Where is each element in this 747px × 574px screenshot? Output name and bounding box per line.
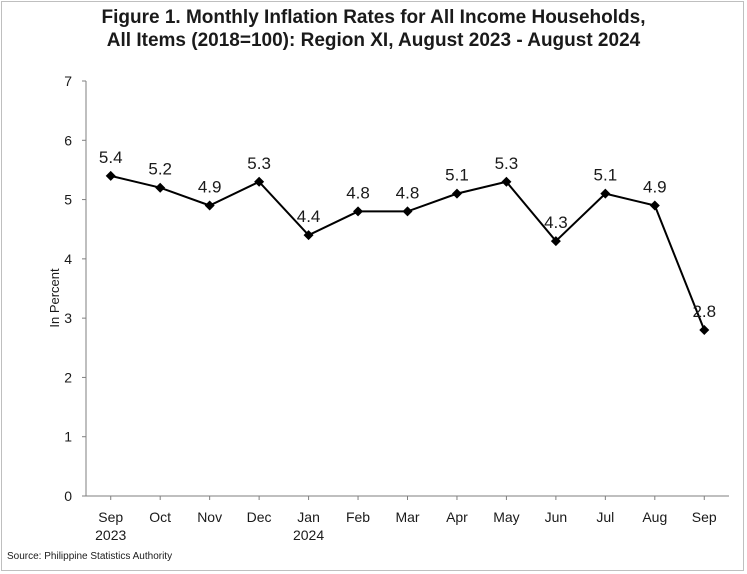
x-tick-label: Sep — [692, 509, 717, 525]
x-tick-label: Mar — [395, 509, 419, 525]
data-label: 5.1 — [445, 166, 469, 185]
y-tick-label: 2 — [64, 369, 72, 385]
chart-axes — [82, 80, 729, 500]
data-point — [649, 200, 660, 211]
data-point — [204, 200, 215, 211]
x-tick-label: Dec — [247, 509, 272, 525]
data-point — [501, 176, 512, 187]
data-label: 5.3 — [495, 154, 519, 173]
data-label: 5.3 — [247, 154, 271, 173]
data-label: 5.1 — [594, 166, 618, 185]
chart-title: Figure 1. Monthly Inflation Rates for Al… — [0, 6, 747, 52]
chart-title-line-1: Figure 1. Monthly Inflation Rates for Al… — [101, 7, 646, 28]
x-tick-label: Apr — [446, 509, 468, 525]
data-point — [303, 230, 314, 241]
y-tick-label: 0 — [64, 488, 72, 504]
data-label: 5.2 — [148, 160, 172, 179]
x-tick-label: Nov — [197, 509, 222, 525]
data-point — [402, 206, 413, 217]
x-tick-label: Feb — [346, 509, 370, 525]
data-point — [353, 206, 364, 217]
x-tick-label: 2023 — [95, 527, 126, 543]
data-point — [550, 236, 561, 247]
data-label: 4.4 — [297, 207, 321, 226]
x-tick-labels: Sep 2023 Oct Nov Dec Jan 2024 Feb Mar Apr May Jun Ju… — [95, 509, 717, 543]
data-point — [600, 188, 611, 199]
y-tick-labels: 0 1 2 3 4 5 6 7 — [64, 73, 72, 504]
y-tick-label: 1 — [64, 429, 72, 445]
data-point — [451, 188, 462, 199]
x-tick-label: 2024 — [293, 527, 324, 543]
x-tick-label: Oct — [149, 509, 171, 525]
x-tick-label: May — [493, 509, 519, 525]
x-tick-label: Jun — [545, 509, 568, 525]
x-tick-label: Jul — [596, 509, 614, 525]
chart-title-line-2: All Items (2018=100): Region XI, August … — [106, 30, 641, 51]
data-labels: 5.4 5.2 4.9 5.3 4.4 4.8 4.8 5.1 5.3 4.3 5.1 4.9 2.8 — [99, 148, 716, 321]
data-label: 4.8 — [346, 183, 370, 202]
data-point — [105, 170, 116, 181]
y-tick-label: 7 — [64, 73, 72, 89]
data-label: 2.8 — [692, 302, 716, 321]
data-label: 4.8 — [396, 183, 420, 202]
y-tick-label: 4 — [64, 251, 72, 267]
data-label: 5.4 — [99, 148, 123, 167]
y-axis-label: In Percent — [47, 268, 62, 328]
data-label: 4.3 — [544, 213, 568, 232]
y-tick-label: 3 — [64, 310, 72, 326]
data-points — [105, 170, 710, 335]
data-point — [254, 176, 265, 187]
data-point — [155, 182, 166, 193]
x-tick-label: Jan — [297, 509, 320, 525]
source-note: Source: Philippine Statistics Authority — [7, 551, 173, 562]
x-tick-label: Aug — [642, 509, 667, 525]
x-tick-label: Sep — [98, 509, 123, 525]
data-label: 4.9 — [198, 178, 222, 197]
data-point — [699, 325, 710, 335]
data-label: 4.9 — [643, 178, 667, 197]
y-tick-label: 5 — [64, 192, 72, 208]
y-tick-label: 6 — [64, 132, 72, 148]
